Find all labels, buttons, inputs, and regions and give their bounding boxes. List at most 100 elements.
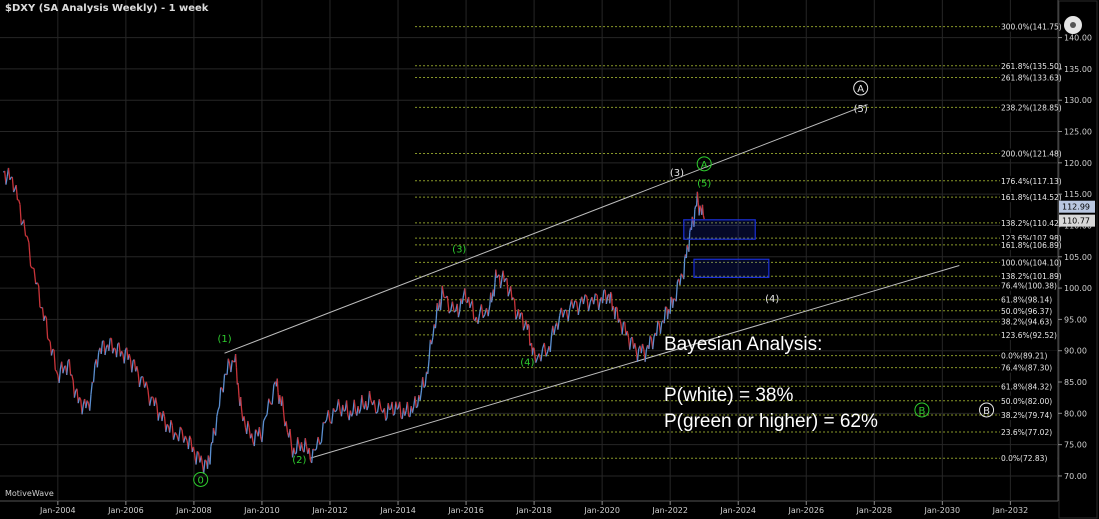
fib-label-bg xyxy=(1000,72,1057,83)
price-tag-label: 112.99 xyxy=(1062,203,1090,212)
price-segment xyxy=(72,380,76,398)
price-segment xyxy=(584,294,588,297)
price-segment xyxy=(62,367,65,374)
wave-label: B xyxy=(918,406,925,417)
price-segment xyxy=(535,357,539,363)
price-segment xyxy=(419,390,423,401)
price-segment xyxy=(469,303,472,309)
price-segment xyxy=(58,369,62,384)
price-segment xyxy=(614,307,617,320)
price-segment xyxy=(68,359,72,376)
fib-label: 123.6%(92.52) xyxy=(1001,331,1057,340)
wave-label-circle xyxy=(979,402,995,418)
price-segment xyxy=(220,386,223,389)
price-segment xyxy=(605,296,609,305)
fib-label: 76.4%(100.38) xyxy=(1001,282,1057,291)
price-segment xyxy=(48,339,51,343)
price-segment xyxy=(666,309,670,319)
x-tick-label: Jan-2010 xyxy=(243,506,280,515)
price-segment xyxy=(218,387,222,407)
price-segment xyxy=(655,320,659,336)
price-segment xyxy=(686,245,689,249)
price-segment xyxy=(459,298,462,312)
wave-label: (4) xyxy=(520,358,534,369)
fib-label: 38.2%(79.74) xyxy=(1001,411,1052,420)
price-segment xyxy=(358,408,362,414)
price-segment xyxy=(195,451,198,465)
price-segment xyxy=(5,176,8,185)
price-segment xyxy=(434,318,437,329)
price-segment xyxy=(395,401,398,410)
price-segment xyxy=(675,281,679,302)
price-segment xyxy=(319,441,323,445)
fib-label: 261.8%(133.63) xyxy=(1001,73,1062,82)
y-grid-and-ticks: 70.00 75.00 80.00 85.00 90.00 95.00 100.00 105.… xyxy=(0,34,1092,481)
price-segment xyxy=(324,419,328,424)
price-segment xyxy=(477,313,481,324)
price-segment xyxy=(399,401,402,418)
price-segment xyxy=(490,296,494,303)
price-segment xyxy=(216,409,219,417)
price-segment xyxy=(90,382,93,395)
price-segment xyxy=(499,279,503,289)
wave-label-circle xyxy=(853,80,869,96)
price-segment xyxy=(629,337,632,350)
price-segment xyxy=(327,410,331,422)
fib-label-bg xyxy=(1000,316,1057,327)
price-segment xyxy=(609,292,612,304)
price-segment xyxy=(574,300,577,303)
wave-label: (5) xyxy=(854,104,868,115)
x-tick-label: Jan-2024 xyxy=(719,506,756,515)
price-segment xyxy=(281,396,285,413)
price-segment xyxy=(467,296,471,309)
price-segment xyxy=(385,417,388,421)
price-segment xyxy=(314,448,317,451)
price-segment xyxy=(181,429,185,443)
x-tick-label: Jan-2006 xyxy=(107,506,144,515)
brand-watermark: MotiveWave xyxy=(5,489,54,498)
price-segment xyxy=(234,354,238,368)
price-segment xyxy=(432,324,435,338)
price-segment xyxy=(685,245,688,259)
price-segment xyxy=(13,188,16,193)
price-segment xyxy=(696,191,699,203)
fib-label: 50.0%(82.00) xyxy=(1001,397,1052,406)
price-segment xyxy=(41,307,45,321)
price-segment xyxy=(171,425,175,440)
y-tick-label: 120.00 xyxy=(1064,159,1092,168)
price-segment xyxy=(285,421,289,433)
price-segment xyxy=(184,435,188,441)
fib-label: 23.6%(77.02) xyxy=(1001,428,1052,437)
annotation-line-green: P(green or higher) = 62% xyxy=(664,411,878,432)
fib-label: 200.0%(121.48) xyxy=(1001,150,1062,159)
price-segment xyxy=(196,450,200,454)
price-segment xyxy=(657,320,660,324)
fib-label: 76.4%(87.30) xyxy=(1001,364,1052,373)
price-segment xyxy=(177,426,181,442)
wave-label: (3) xyxy=(670,168,684,179)
price-segment xyxy=(279,395,282,403)
price-segment xyxy=(39,306,42,309)
price-segment xyxy=(616,307,619,323)
x-tick-label: Jan-2012 xyxy=(311,506,348,515)
price-segment xyxy=(81,404,84,415)
price-segment xyxy=(200,455,204,465)
price-segment xyxy=(172,432,176,440)
price-segment xyxy=(437,306,440,311)
price-segment xyxy=(149,396,153,406)
price-segment xyxy=(30,265,33,269)
price-segment xyxy=(248,427,252,439)
price-segment xyxy=(255,429,258,433)
wave-label: (2) xyxy=(292,455,306,466)
fib-label-bg xyxy=(1000,280,1057,291)
price-segment xyxy=(304,438,308,447)
y-tick-label: 90.00 xyxy=(1064,347,1087,356)
fib-label-bg xyxy=(1000,426,1057,437)
price-segment xyxy=(670,296,673,299)
price-segment xyxy=(112,347,115,354)
wave-label: B xyxy=(983,406,990,417)
price-segment xyxy=(227,358,231,364)
fib-label: 61.8%(98.14) xyxy=(1001,296,1052,305)
price-segment xyxy=(276,378,279,393)
